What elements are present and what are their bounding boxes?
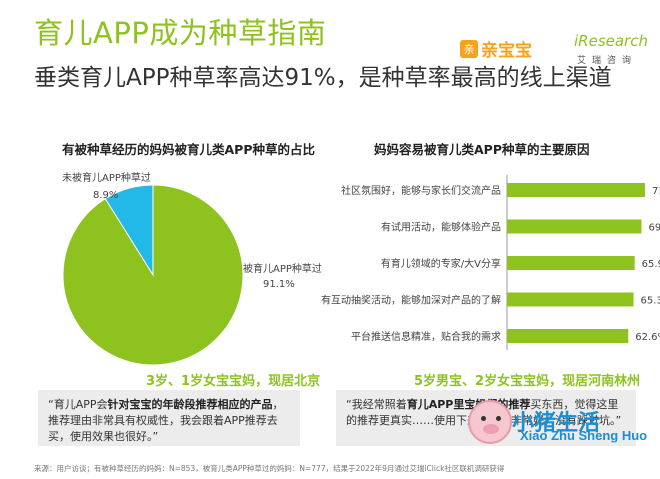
bar-value-3: 65.9%: [642, 259, 660, 270]
pie-label-seeded: 被育儿APP种草过: [243, 262, 322, 275]
bar-value-2: 69.4%: [648, 223, 660, 234]
bar-1: [507, 183, 645, 197]
pie-label-not-seeded: 未被育儿APP种草过: [62, 171, 151, 184]
bar-chart-title: 妈妈容易被育儿类APP种草的主要原因: [374, 142, 590, 157]
page-title: 育儿APP成为种草指南: [34, 16, 327, 50]
bar-label-4: 有互动抽奖活动，能够加深对产品的了解: [321, 294, 501, 307]
brand-logo-iresearch: iResearch 艾瑞咨询: [574, 32, 648, 68]
quote-left-highlight: 针对宝宝的年龄段推荐相应的产品: [107, 398, 273, 411]
pig-mascot-icon: [468, 400, 512, 444]
page-subtitle: 垂类育儿APP种草率高达91%，是种草率最高的线上渠道: [34, 65, 612, 91]
quote-left-post: ，推荐理由非常具有权威性，我会跟着APP推荐去买，使用效果也很好。”: [48, 398, 284, 443]
pie-slice-seeded: [62, 184, 244, 366]
testimonial-left-quote: “育儿APP会针对宝宝的年龄段推荐相应的产品，推荐理由非常具有权威性，我会跟着A…: [38, 390, 300, 446]
pie-chart-title: 有被种草经历的妈妈被育儿类APP种草的占比: [62, 142, 315, 157]
testimonial-left-caption: 3岁、1岁女宝宝妈，现居北京: [146, 374, 321, 389]
bar-value-1: 71.2%: [652, 186, 660, 197]
bar-label-5: 平台推送信息精准，贴合我的需求: [351, 330, 501, 343]
bar-value-4: 65.3%: [641, 296, 660, 307]
source-note: 来源：用户访谈；有被种草经历的妈妈：N=853，被育儿类APP种草过的妈妈：N=…: [34, 464, 505, 473]
bar-4: [507, 292, 634, 307]
testimonial-right-caption: 5岁男宝、2岁女宝宝妈，现居河南林州: [414, 374, 641, 389]
bar-value-5: 62.6%: [635, 332, 660, 343]
bar-label-2: 有试用活动，能够体验产品: [381, 221, 501, 234]
bar-2: [507, 219, 642, 234]
quote-left-pre: “育儿APP会: [48, 398, 108, 411]
bar-3: [507, 256, 635, 270]
watermark-en: Xiao Zhu Sheng Huo: [520, 428, 648, 443]
pie-value-seeded: 91.1%: [263, 279, 295, 290]
iresearch-logo-text: iResearch: [574, 32, 648, 50]
quote-right-pre: “我经常照着: [346, 398, 407, 411]
qinbaobao-logo-icon: 亲: [460, 39, 478, 58]
bar-label-3: 有育儿领域的专家/大V分享: [381, 257, 501, 270]
watermark-cn: 小猪生活: [512, 411, 601, 436]
qinbaobao-logo-text: 亲宝宝: [481, 41, 532, 61]
iresearch-logo-cn: 艾瑞咨询: [577, 56, 638, 66]
bar-5: [507, 329, 629, 343]
bar-label-1: 社区氛围好，能够与家长们交流产品: [341, 184, 501, 197]
testimonial-right-quote: “我经常照着育儿APP里宝妈们的推荐买东西，觉得这里的推荐更真实……使用下来感觉…: [336, 390, 636, 446]
quote-right-post: 买东西，觉得这里的推荐更真实……使用下来感觉都非常好，没有踩过坑。”: [346, 398, 622, 427]
pie-value-not-seeded: 8.9%: [93, 190, 118, 201]
brand-logo-qinbaobao: 亲 亲宝宝: [460, 36, 532, 61]
